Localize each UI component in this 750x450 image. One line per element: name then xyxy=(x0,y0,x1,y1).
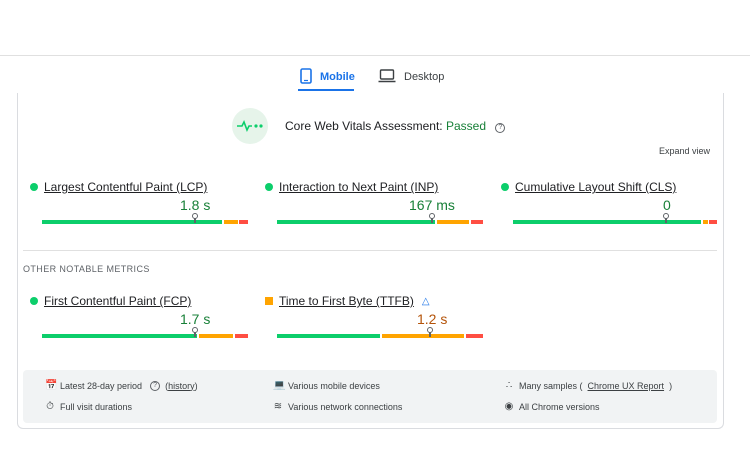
devices-icon: 💻 xyxy=(273,380,286,391)
info-versions: ◉ All Chrome versions xyxy=(504,401,600,412)
distribution-bar xyxy=(277,213,483,224)
percentile-marker xyxy=(427,327,433,337)
info-visit-text: Full visit durations xyxy=(60,401,133,412)
help-icon[interactable]: ? xyxy=(495,123,506,133)
good-dot-icon xyxy=(501,183,509,191)
info-devices: 💻 Various mobile devices xyxy=(273,380,380,391)
flask-icon[interactable]: △ xyxy=(421,295,430,307)
cwv-status: Passed xyxy=(445,119,486,133)
tab-mobile[interactable]: Mobile xyxy=(300,63,355,91)
calendar-icon: 📅 xyxy=(45,380,58,391)
metric-inp: Interaction to Next Paint (INP) 167 ms xyxy=(265,180,483,236)
info-samples-suffix: ) xyxy=(669,380,673,391)
info-network-text: Various network connections xyxy=(288,401,403,412)
top-bar xyxy=(0,0,750,56)
laptop-icon xyxy=(378,68,396,86)
distribution-bar xyxy=(42,213,248,224)
metric-inp-label[interactable]: Interaction to Next Paint (INP) xyxy=(279,180,439,194)
info-versions-text: All Chrome versions xyxy=(519,401,600,412)
chrome-icon: ◉ xyxy=(504,401,514,412)
info-period-text: Latest 28-day period xyxy=(60,380,143,391)
tab-mobile-label: Mobile xyxy=(320,71,355,83)
stopwatch-icon: ⏱ xyxy=(46,401,54,412)
distribution-bar xyxy=(42,327,248,338)
help-icon[interactable]: ? xyxy=(150,380,161,391)
info-period: 📅 Latest 28-day period ? (history) xyxy=(45,380,198,391)
metric-ttfb: Time to First Byte (TTFB) △ 1.2 s xyxy=(265,294,483,350)
pulse-icon xyxy=(232,108,268,144)
metric-fcp-value: 1.7 s xyxy=(180,311,211,327)
good-dot-icon xyxy=(265,183,273,191)
tab-desktop-label: Desktop xyxy=(404,71,445,83)
metric-lcp-value: 1.8 s xyxy=(180,197,211,213)
info-visit: ⏱ Full visit durations xyxy=(45,401,132,412)
cwv-assessment: Core Web Vitals Assessment: Passed ? xyxy=(232,108,506,144)
percentile-marker xyxy=(192,213,198,223)
other-metrics-heading: OTHER NOTABLE METRICS xyxy=(23,264,150,274)
history-link-wrap: (history) xyxy=(165,380,198,391)
wifi-icon: ≋ xyxy=(273,401,283,412)
data-info-panel: 📅 Latest 28-day period ? (history) ⏱ Ful… xyxy=(23,370,717,423)
percentile-marker xyxy=(429,213,435,223)
metric-fcp-label[interactable]: First Contentful Paint (FCP) xyxy=(44,294,192,308)
section-divider xyxy=(23,250,717,251)
percentile-marker xyxy=(663,213,669,223)
percentile-marker xyxy=(192,327,198,337)
metric-cls-label[interactable]: Cumulative Layout Shift (CLS) xyxy=(515,180,677,194)
info-samples: ∴ Many samples ( Chrome UX Report) xyxy=(504,380,672,391)
average-square-icon xyxy=(265,297,273,305)
distribution-bar xyxy=(513,213,719,224)
metric-fcp: First Contentful Paint (FCP) 1.7 s xyxy=(30,294,248,350)
good-dot-icon xyxy=(30,183,38,191)
chrome-ux-report-link[interactable]: Chrome UX Report xyxy=(587,380,665,391)
report-card xyxy=(17,93,724,429)
metric-lcp: Largest Contentful Paint (LCP) 1.8 s xyxy=(30,180,248,236)
device-tabs: Mobile Desktop xyxy=(0,57,750,93)
info-network: ≋ Various network connections xyxy=(273,401,403,412)
info-samples-prefix: Many samples ( xyxy=(519,380,583,391)
metric-lcp-label[interactable]: Largest Contentful Paint (LCP) xyxy=(44,180,208,194)
phone-icon xyxy=(300,67,312,87)
tab-desktop[interactable]: Desktop xyxy=(378,63,444,91)
metric-ttfb-label[interactable]: Time to First Byte (TTFB) xyxy=(279,294,414,308)
distribution-bar xyxy=(277,327,483,338)
metric-cls: Cumulative Layout Shift (CLS) 0 xyxy=(501,180,717,236)
info-devices-text: Various mobile devices xyxy=(288,380,380,391)
metric-inp-value: 167 ms xyxy=(409,197,455,213)
good-dot-icon xyxy=(30,297,38,305)
history-link[interactable]: history xyxy=(168,380,195,391)
cwv-title-text: Core Web Vitals Assessment: xyxy=(285,119,443,133)
metric-ttfb-value: 1.2 s xyxy=(417,311,448,327)
cwv-title: Core Web Vitals Assessment: Passed ? xyxy=(285,119,506,133)
metric-cls-value: 0 xyxy=(663,197,671,213)
active-tab-indicator xyxy=(298,89,354,91)
expand-view-button[interactable]: Expand view xyxy=(659,146,711,156)
samples-icon: ∴ xyxy=(505,380,513,391)
